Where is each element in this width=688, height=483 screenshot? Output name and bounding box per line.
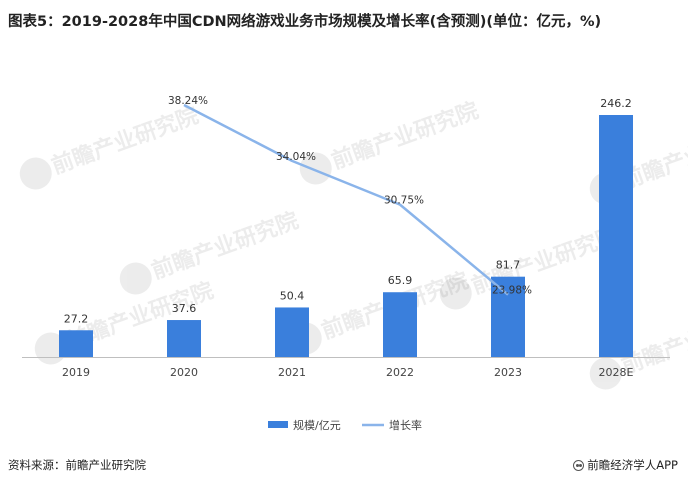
legend-bar-label: 规模/亿元 (293, 418, 341, 432)
watermark: 前瞻产业研究院 (19, 102, 202, 190)
x-tick-label: 2020 (170, 366, 198, 379)
legend-bar-swatch (268, 421, 288, 428)
watermark: 前瞻产业研究院 (439, 222, 622, 310)
bar (167, 320, 201, 357)
x-tick-label: 2028E (599, 366, 634, 379)
growth-rate-line (183, 103, 509, 296)
bar (491, 276, 525, 357)
x-tick-label: 2019 (62, 366, 90, 379)
line-value-label: 38.24% (168, 95, 208, 107)
bar-value-label: 50.4 (280, 289, 305, 302)
bar-value-label: 37.6 (172, 302, 197, 315)
bar (599, 115, 633, 357)
wechat-icon (573, 459, 585, 471)
bar (383, 292, 417, 357)
bar (275, 307, 309, 357)
bar-value-label: 65.9 (388, 274, 413, 287)
bar-value-label: 27.2 (64, 312, 89, 325)
bar-value-label: 81.7 (496, 259, 521, 272)
line-value-label: 30.75% (384, 195, 424, 207)
line-value-label: 23.98% (492, 285, 532, 297)
legend-line-label: 增长率 (389, 418, 422, 432)
x-tick-label: 2022 (386, 366, 414, 379)
source-note: 资料来源：前瞻产业研究院 (8, 458, 146, 472)
watermark: 前瞻产业研究院 (289, 267, 472, 355)
line-data-labels: 38.24% 34.04% 30.75% 23.98% (168, 95, 532, 297)
bar-series (59, 115, 633, 357)
chart-title: 图表5：2019-2028年中国CDN网络游戏业务市场规模及增长率(含预测)(单… (8, 14, 602, 30)
line-value-label: 34.04% (276, 151, 316, 163)
x-tick-label: 2021 (278, 366, 306, 379)
brand-label: 前瞻经济学人APP (587, 458, 678, 472)
bar-value-label: 246.2 (600, 97, 632, 110)
watermark-text: 前瞻产业研究院 (328, 97, 482, 174)
legend: 规模/亿元 增长率 (268, 418, 422, 432)
watermark-text: 前瞻产业研究院 (48, 102, 202, 179)
bar-data-labels: 27.2 37.6 50.4 65.9 81.7 246.2 (64, 97, 632, 325)
bar (59, 330, 93, 357)
watermark-text: 前瞻产业研究院 (148, 207, 302, 284)
x-tick-label: 2023 (494, 366, 522, 379)
x-tick-labels: 2019 2020 2021 2022 2023 2028E (62, 366, 634, 379)
brand-credit: 前瞻经济学人APP (573, 457, 678, 473)
